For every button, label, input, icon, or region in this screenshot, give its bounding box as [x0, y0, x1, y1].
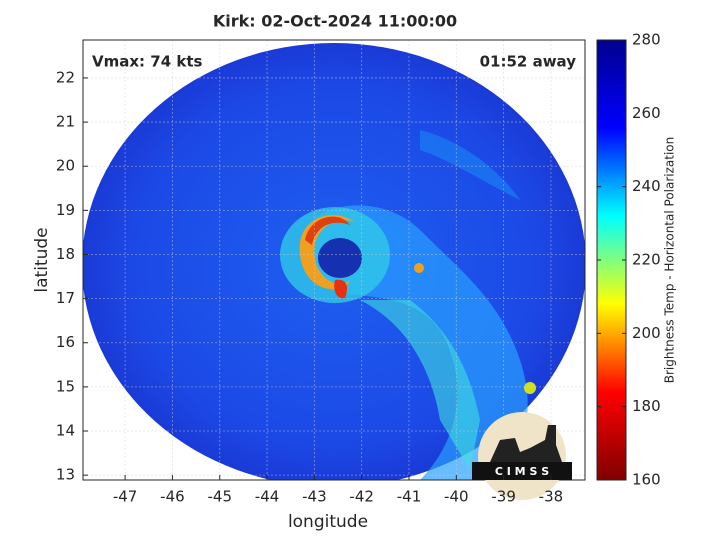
y-tick-label: 17	[56, 289, 75, 307]
colorbar-tick-label: 280	[632, 31, 661, 49]
plot-frame	[82, 39, 586, 481]
colorbar-tick-label: 180	[632, 397, 661, 415]
annotation: 01:52 away	[480, 53, 577, 71]
logo-silhouette	[490, 425, 562, 462]
colorbar-tick-label: 220	[632, 251, 661, 269]
y-axis-label: latitude	[32, 227, 52, 292]
colorbar	[596, 39, 627, 481]
x-tick-label: -47	[113, 488, 138, 506]
y-tick-label: 14	[56, 422, 75, 440]
annotation: Vmax: 74 kts	[92, 53, 202, 71]
x-tick-label: -41	[397, 488, 422, 506]
x-tick-label: -39	[491, 488, 516, 506]
y-tick-label: 21	[56, 113, 75, 131]
y-tick-label: 20	[56, 157, 75, 175]
colorbar-tick-label: 160	[632, 471, 661, 489]
colorbar-tick-label: 200	[632, 324, 661, 342]
chart-title: Kirk: 02-Oct-2024 11:00:00	[213, 12, 457, 31]
y-tick-label: 16	[56, 333, 75, 351]
cell	[524, 382, 536, 394]
y-tick-label: 13	[56, 466, 75, 484]
x-tick-label: -44	[255, 488, 280, 506]
x-tick-label: -45	[207, 488, 232, 506]
eyewall-core	[305, 216, 350, 245]
cell	[414, 263, 424, 273]
grid	[83, 40, 585, 480]
cloud	[420, 130, 520, 200]
logo: C I M S S	[472, 412, 572, 500]
eyewall-core	[334, 279, 347, 299]
y-tick-label: 18	[56, 245, 75, 263]
y-tick-label: 22	[56, 68, 75, 86]
x-tick-label: -40	[444, 488, 469, 506]
logo-bar	[472, 462, 572, 480]
image-layer	[83, 43, 585, 480]
colorbar-tick-label: 240	[632, 177, 661, 195]
colorbar-tick-label: 260	[632, 104, 661, 122]
x-tick-label: -38	[539, 488, 564, 506]
rainband	[360, 300, 480, 470]
eye	[318, 238, 362, 278]
y-tick-label: 15	[56, 377, 75, 395]
y-tick-label: 19	[56, 201, 75, 219]
x-axis-label: longitude	[288, 512, 368, 532]
x-tick-label: -43	[302, 488, 327, 506]
x-tick-label: -42	[349, 488, 374, 506]
x-tick-label: -46	[160, 488, 185, 506]
logo-text: C I M S S	[495, 465, 549, 478]
colorbar-label: Brightness Temp - Horizontal Polarizatio…	[663, 137, 677, 384]
